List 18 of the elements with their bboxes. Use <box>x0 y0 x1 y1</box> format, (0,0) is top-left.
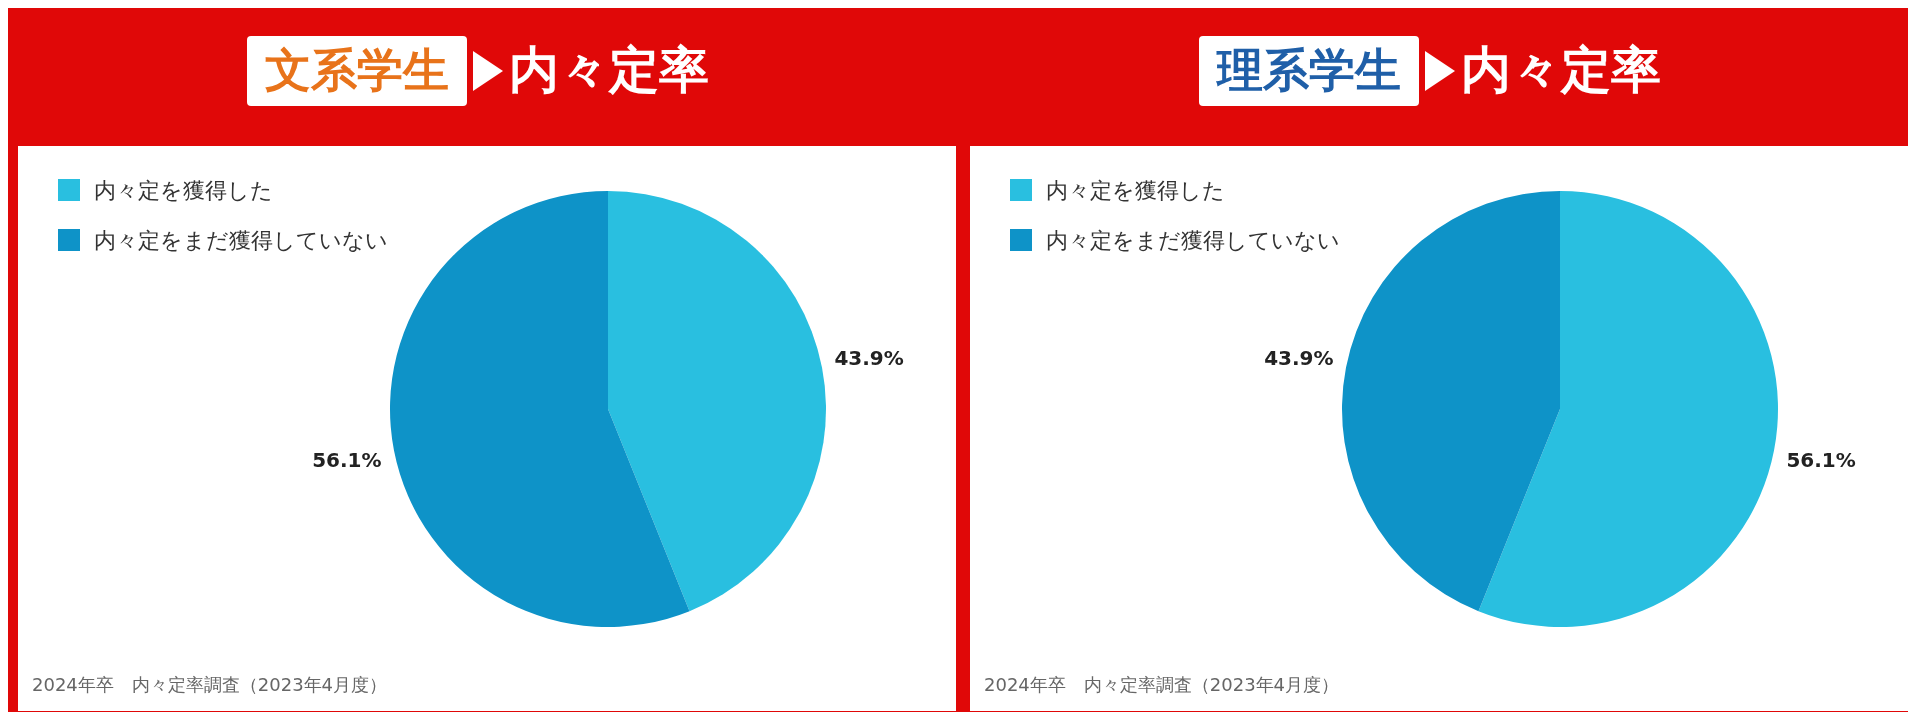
legend-label: 内々定を獲得した <box>1046 177 1225 205</box>
text: 2024年卒 内々定率調査（2023年4月度） <box>32 673 388 697</box>
chart-title: 理系学生 <box>1199 35 1419 106</box>
pie-slice <box>608 191 826 612</box>
pie-slice <box>390 191 690 627</box>
legend-label: 内々定をまだ獲得していない <box>94 227 388 255</box>
legend-label: 内々定を獲得した <box>94 177 273 205</box>
chart-subtitle: 内々定率 <box>509 40 709 101</box>
legend-label: 内々定をまだ獲得していない <box>1046 227 1340 255</box>
text: 2024年卒 内々定率調査（2023年4月度） <box>984 673 1340 697</box>
data-label: 43.9% <box>834 346 904 371</box>
data-label: 56.1% <box>312 447 382 472</box>
chart-title: 文系学生 <box>247 35 467 106</box>
chart-subtitle: 内々定率 <box>1461 40 1661 101</box>
data-label: 43.9% <box>1264 346 1334 371</box>
pie-slice <box>1478 191 1778 627</box>
pie-slice <box>1342 191 1560 612</box>
data-label: 56.1% <box>1786 447 1856 472</box>
